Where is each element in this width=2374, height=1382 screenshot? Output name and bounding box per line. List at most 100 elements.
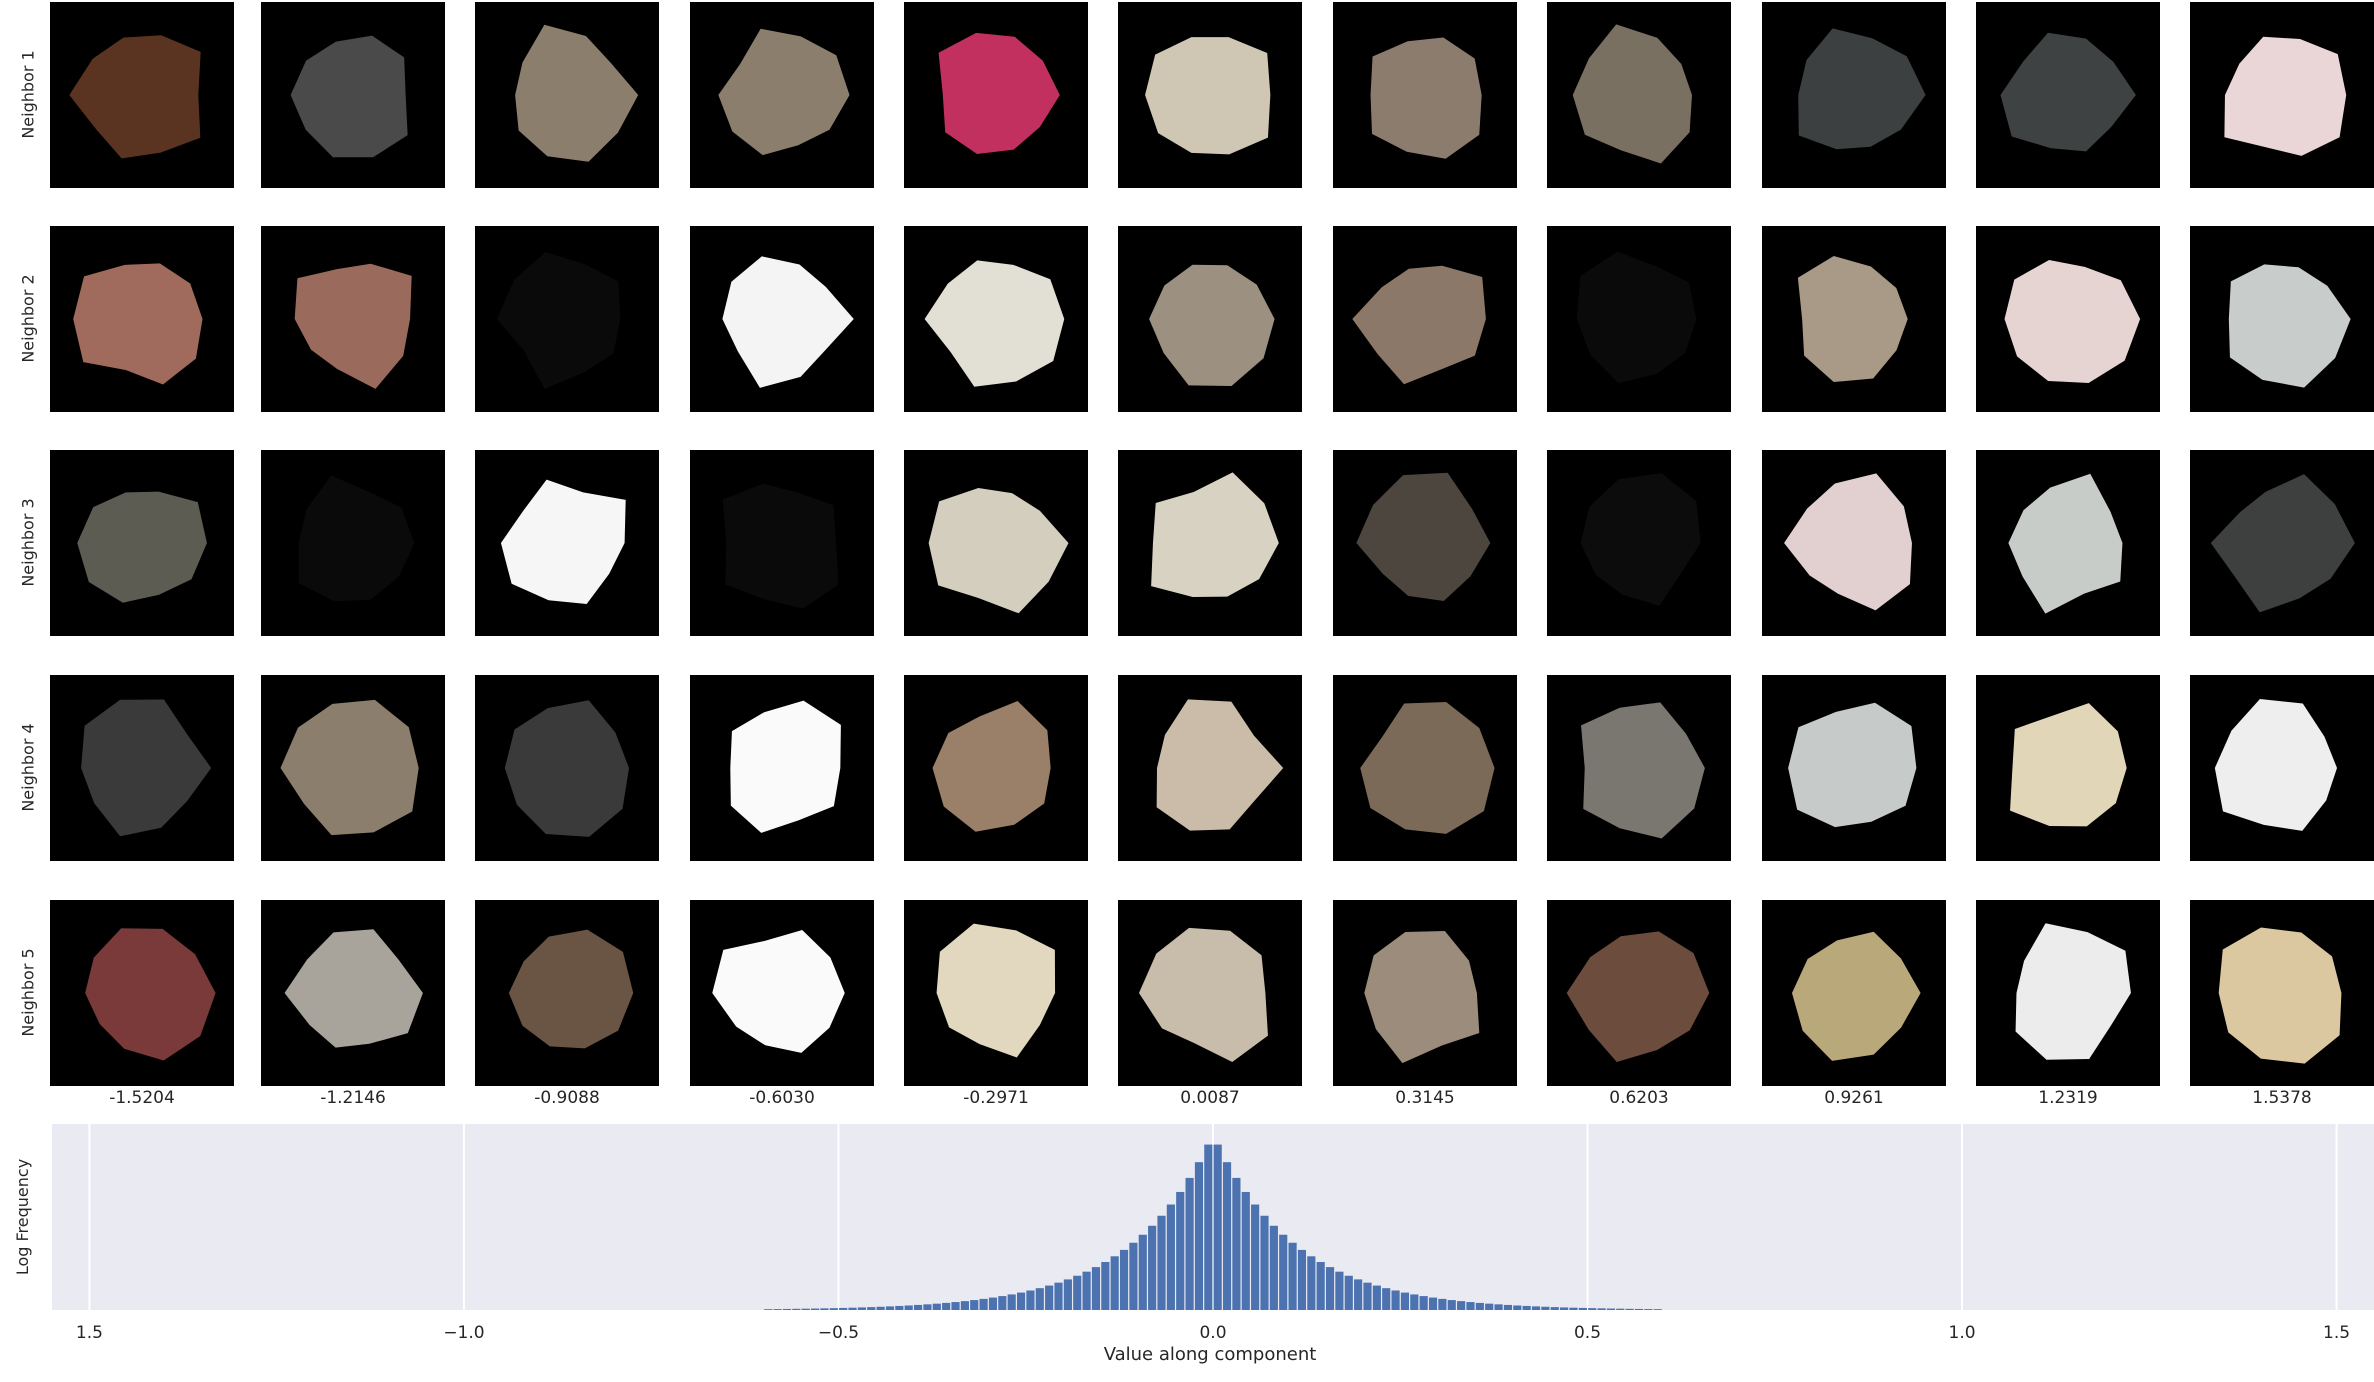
patch-image (690, 226, 874, 412)
histogram-bar (1625, 1308, 1634, 1310)
histogram-bar (1354, 1279, 1363, 1310)
patch-image (904, 900, 1088, 1086)
histogram-bar (1138, 1234, 1147, 1310)
patch-image (261, 226, 445, 412)
patch-image (1333, 675, 1517, 861)
patch-image (904, 675, 1088, 861)
histogram-bar (1466, 1302, 1475, 1310)
histogram-bar (1325, 1267, 1335, 1310)
patch-image (475, 2, 659, 188)
histogram-bar (1569, 1307, 1578, 1310)
histogram-bar (829, 1308, 838, 1310)
histogram-bar (1269, 1225, 1278, 1310)
column-value-label: 0.3145 (1395, 1088, 1455, 1108)
histogram-bar (1335, 1271, 1344, 1310)
histogram-bar (979, 1298, 988, 1310)
histogram-bar (1288, 1242, 1297, 1310)
histogram-bar (1644, 1309, 1653, 1310)
y-axis-label: Log Frequency (13, 1159, 32, 1275)
histogram-bar (1166, 1204, 1175, 1310)
column-value-label: 1.2319 (2038, 1088, 2098, 1108)
histogram-bar (1428, 1297, 1438, 1310)
patch-image (1118, 2, 1302, 188)
histogram-bar (1400, 1292, 1410, 1310)
histogram-bar (1531, 1306, 1541, 1310)
histogram-bar (1513, 1305, 1522, 1310)
patch-image (1333, 450, 1517, 636)
histogram-bar (1251, 1204, 1260, 1310)
histogram-bar (857, 1307, 866, 1310)
histogram-bar (1503, 1304, 1513, 1310)
patch-image (1118, 226, 1302, 412)
x-tick-label: 1.5 (76, 1323, 103, 1343)
histogram-bar (792, 1308, 801, 1310)
histogram-bar (998, 1296, 1007, 1310)
histogram-bar (1129, 1242, 1138, 1310)
histogram-bar (1148, 1225, 1157, 1310)
patch-image (1762, 900, 1946, 1086)
histogram-bar (867, 1307, 876, 1310)
histogram-bar (876, 1306, 885, 1310)
histogram-bar (1045, 1285, 1054, 1310)
patch-image (261, 2, 445, 188)
x-tick-label: −0.5 (818, 1323, 859, 1343)
patch-image (1976, 675, 2160, 861)
histogram-bar (1588, 1308, 1597, 1310)
histogram-bar (1391, 1290, 1400, 1310)
patch-image (475, 900, 659, 1086)
patch-image (1762, 675, 1946, 861)
histogram-bar (1297, 1249, 1307, 1310)
histogram-chart: 1.5 −1.0 −0.5 0.0 0.5 1.0 1.5 Value along comp… (13, 1124, 2374, 1365)
histogram-bar (1447, 1300, 1456, 1310)
histogram-bar (942, 1302, 951, 1310)
histogram-bar (1157, 1215, 1166, 1310)
histogram-bar (1279, 1234, 1288, 1310)
histogram-bar (839, 1307, 848, 1310)
histogram-bar (1054, 1282, 1063, 1310)
histogram-bar (1382, 1288, 1391, 1310)
patch-image (261, 900, 445, 1086)
patch-image (50, 675, 234, 861)
patch-image (475, 450, 659, 636)
patch-image (1976, 900, 2160, 1086)
patch-image (1547, 900, 1731, 1086)
patch-image (2190, 226, 2374, 412)
patch-image (2190, 675, 2374, 861)
histogram-bar (1634, 1308, 1644, 1310)
column-value-label: -1.5204 (109, 1088, 175, 1108)
histogram-bar (1372, 1285, 1381, 1310)
patch-image (1976, 2, 2160, 188)
histogram-bar (848, 1307, 857, 1310)
histogram-bar (1176, 1191, 1185, 1310)
histogram-bar (1110, 1256, 1119, 1310)
histogram-bar (1616, 1308, 1625, 1310)
histogram-bar (1063, 1279, 1072, 1310)
histogram-bar (1007, 1294, 1016, 1310)
histogram-bar (1204, 1144, 1213, 1310)
patch-image (2190, 900, 2374, 1086)
histogram-bar (1101, 1262, 1110, 1310)
column-value-label: 0.6203 (1609, 1088, 1669, 1108)
patch-image (1976, 450, 2160, 636)
patch-image (50, 450, 234, 636)
patch-image (1333, 2, 1517, 188)
patch-image (904, 2, 1088, 188)
x-tick-label: −1.0 (443, 1323, 484, 1343)
histogram-bars (764, 1144, 1662, 1310)
histogram-bar (1232, 1177, 1241, 1310)
patch-image (2190, 450, 2374, 636)
patch-image (475, 675, 659, 861)
patch-image (1762, 2, 1946, 188)
patch-image (904, 450, 1088, 636)
patch-image (1547, 450, 1731, 636)
patch-image (1976, 226, 2160, 412)
histogram-bar (1016, 1292, 1026, 1310)
patch-image (1547, 2, 1731, 188)
histogram-bar (1419, 1296, 1428, 1310)
histogram-bar (1185, 1177, 1194, 1310)
patch-image (690, 900, 874, 1086)
histogram-bar (1541, 1306, 1550, 1310)
histogram-bar (773, 1309, 782, 1310)
column-value-label: 1.5378 (2252, 1088, 2312, 1108)
column-value-label: 0.0087 (1180, 1088, 1240, 1108)
